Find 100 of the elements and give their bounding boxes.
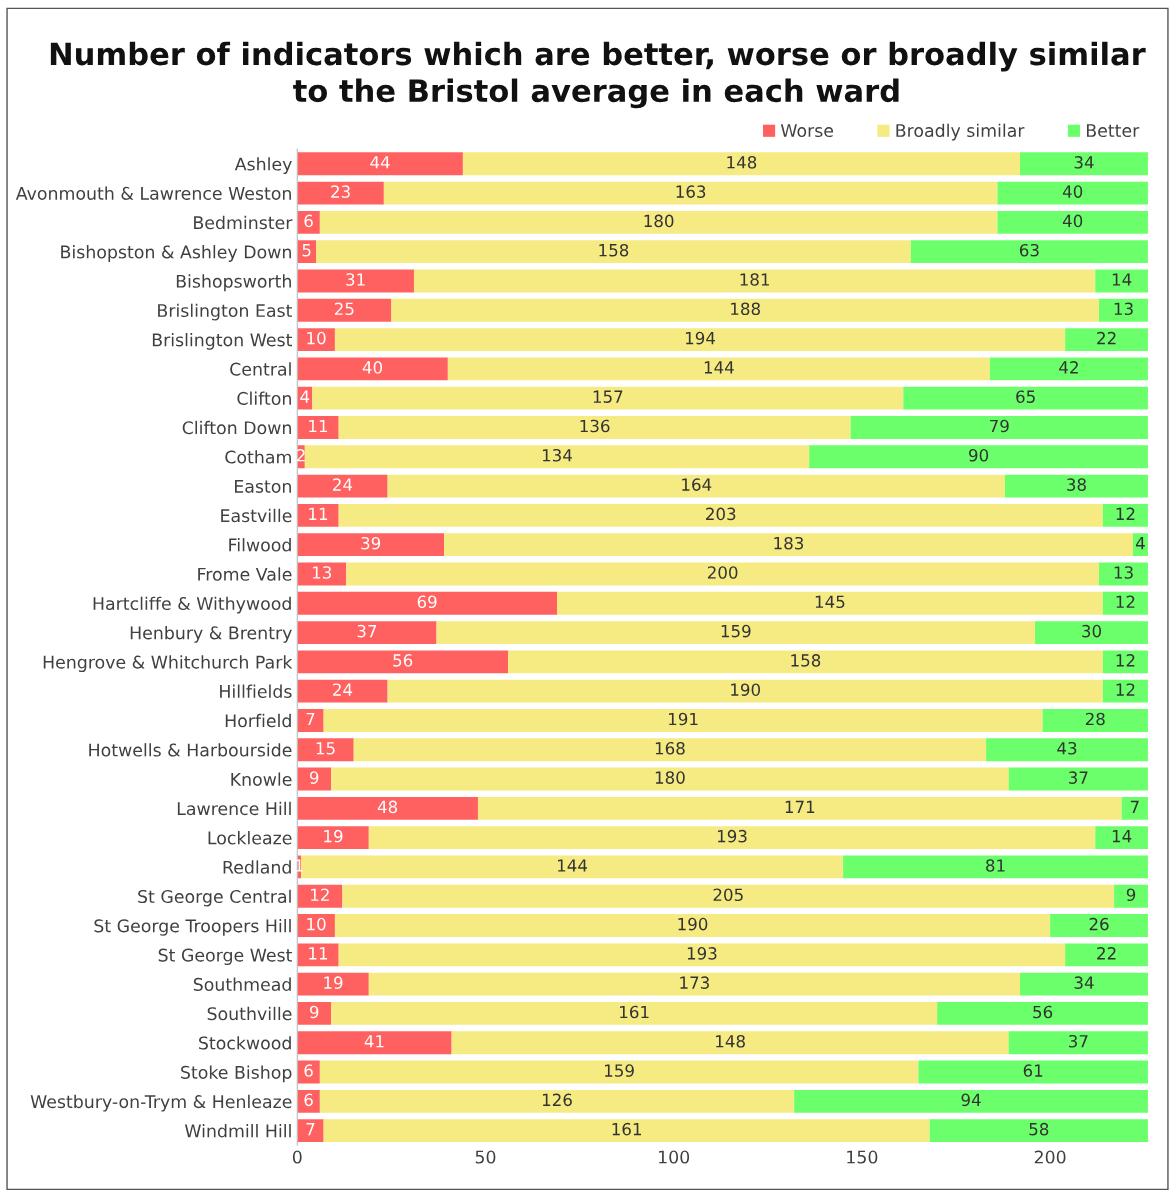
bar: [297, 1002, 332, 1025]
data-label: 56: [1033, 1005, 1053, 1019]
legend-label: Better: [1086, 124, 1140, 138]
y-tick-label: Hillfields: [220, 684, 292, 698]
bar: [297, 210, 320, 234]
y-tick-label: Stockwood: [199, 1036, 291, 1050]
bar: [1099, 298, 1148, 322]
data-label: 11: [309, 507, 328, 520]
bar: [297, 152, 463, 176]
bar: [301, 855, 844, 879]
data-label: 181: [740, 273, 769, 286]
bar: [1102, 503, 1148, 527]
bar: [387, 679, 1103, 703]
bar: [297, 1119, 324, 1143]
data-label: 12: [1116, 595, 1135, 608]
bar: [297, 591, 557, 615]
data-label: 34: [1074, 156, 1094, 169]
data-label: 58: [1029, 1122, 1049, 1136]
data-label: 43: [1057, 741, 1077, 755]
bar: [297, 298, 392, 322]
y-tick-label: Avonmouth & Lawrence Weston: [15, 186, 291, 200]
bar: [331, 767, 1009, 791]
bar: [1065, 328, 1148, 351]
y-tick-label: St George West: [158, 948, 292, 966]
data-label: 15: [316, 742, 335, 755]
y-tick-label: Redland: [223, 860, 291, 874]
x-tick-label: 50: [475, 1150, 496, 1164]
bar: [368, 972, 1020, 996]
y-tick-label: Brislington West: [152, 332, 292, 350]
data-label: 90: [969, 448, 989, 462]
bar: [353, 738, 987, 762]
bar: [986, 738, 1148, 762]
data-label: 157: [593, 390, 623, 403]
bar: [319, 1089, 795, 1113]
data-label: 10: [307, 917, 326, 931]
data-label: 13: [1114, 302, 1133, 316]
data-label: 37: [1069, 1034, 1088, 1048]
chart-title: Number of indicators which are better, worse or broadly similar to the Bristol average in each ward: [50, 41, 1146, 109]
data-label: 4: [1135, 537, 1145, 550]
bar: [477, 796, 1122, 820]
data-label: 19: [324, 976, 343, 989]
bar: [794, 1089, 1148, 1113]
bar: [910, 240, 1148, 264]
bar: [1102, 650, 1148, 674]
data-label: 12: [1116, 654, 1135, 667]
bar: [304, 445, 810, 469]
y-tick-label: Windmill Hill: [184, 1124, 291, 1138]
y-tick-label: Bishopsworth: [176, 274, 291, 292]
y-tick-label: Southmead: [193, 977, 291, 991]
bar: [809, 445, 1148, 469]
data-label: 148: [716, 1034, 745, 1048]
bar: [346, 562, 1100, 586]
legend-label: Broadly similar: [896, 123, 1025, 141]
bar: [297, 1031, 452, 1055]
bar: [1035, 621, 1148, 644]
y-tick-label: Central: [230, 362, 291, 376]
bar: [997, 210, 1148, 234]
bar: [297, 621, 437, 644]
bar: [937, 1002, 1148, 1025]
data-label: 34: [1074, 976, 1094, 989]
bar: [918, 1060, 1148, 1084]
bar: [297, 709, 324, 732]
data-label: 159: [721, 624, 751, 638]
bar: [297, 1089, 320, 1113]
bar: [997, 181, 1148, 205]
y-tick-label: Ashley: [234, 157, 292, 174]
data-label: 37: [357, 624, 377, 638]
bar: [368, 826, 1096, 850]
data-label: 40: [1062, 185, 1083, 198]
data-label: 11: [309, 419, 328, 433]
x-tick-label: 100: [659, 1150, 690, 1164]
bar: [297, 972, 369, 996]
x-tick-label: 150: [847, 1150, 878, 1164]
data-label: 22: [1097, 331, 1116, 345]
data-label: 144: [557, 859, 588, 872]
bar: [462, 152, 1020, 176]
bar: [297, 914, 335, 937]
bar: [297, 884, 343, 908]
legend-label: Worse: [780, 124, 834, 138]
y-tick-label: Bedminster: [194, 215, 293, 230]
bar: [297, 416, 339, 439]
data-label: 145: [815, 595, 845, 609]
y-tick-label: St George Central: [138, 889, 291, 907]
data-label: 69: [417, 595, 437, 609]
bar: [1050, 914, 1148, 937]
bar: [843, 855, 1148, 879]
data-label: 203: [706, 507, 736, 521]
y-tick-label: Lockleaze: [208, 831, 292, 845]
y-tick-label: Easton: [235, 480, 291, 493]
data-label: 12: [1116, 507, 1135, 520]
data-label: 190: [678, 917, 708, 931]
data-label: 144: [704, 361, 734, 374]
bar: [323, 1119, 930, 1143]
y-tick-label: Henbury & Brentry: [130, 625, 292, 643]
data-label: 7: [306, 1123, 315, 1136]
data-label: 163: [676, 185, 706, 198]
data-label: 134: [542, 448, 572, 462]
bar: [1019, 152, 1148, 176]
data-label: 30: [1082, 624, 1102, 638]
data-label: 161: [620, 1005, 649, 1019]
